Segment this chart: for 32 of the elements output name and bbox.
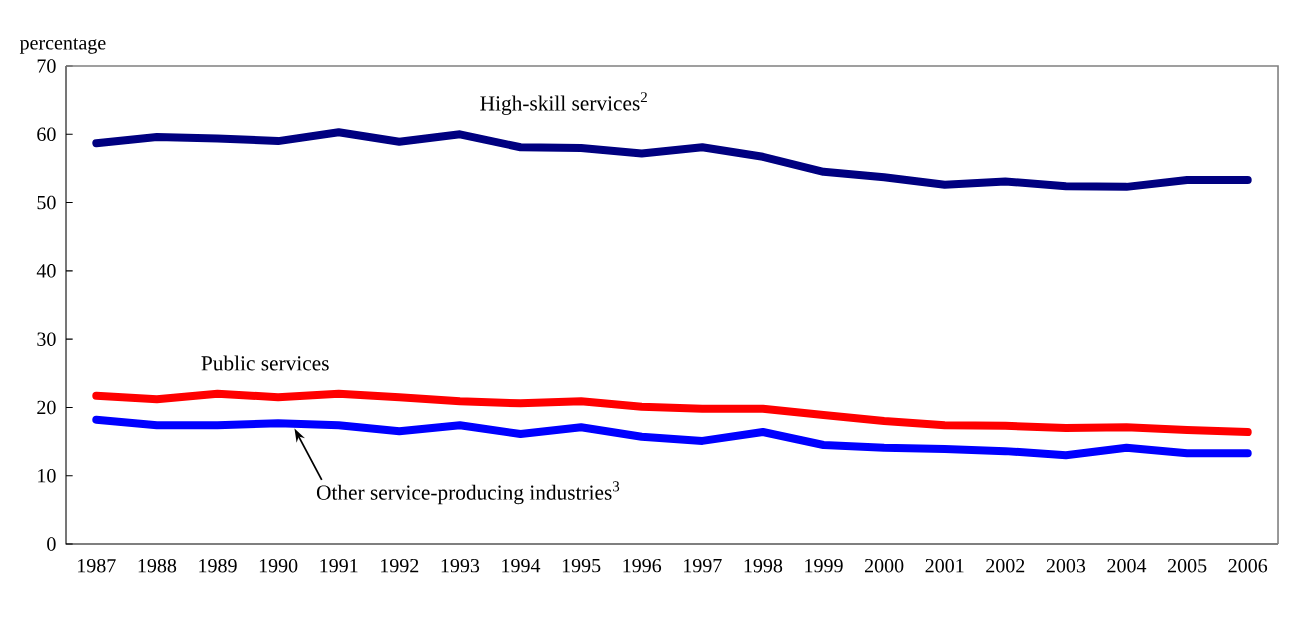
x-tick-label: 1995: [562, 558, 601, 573]
y-tick-label: 40: [36, 264, 56, 278]
text: Other service-producing industries$^{3}$: [316, 481, 620, 505]
y-tick-label: 20: [37, 400, 56, 415]
x-tick-label: 1997: [684, 558, 722, 573]
x-tick-label: 1990: [259, 558, 298, 573]
y-tick-label: 60: [37, 127, 56, 142]
x-tick-label: 1996: [623, 558, 662, 573]
x-tick-label: 2006: [1228, 558, 1268, 573]
x-tick-label: 2003: [1046, 558, 1086, 573]
x-tick-label: 1989: [199, 558, 237, 573]
series-label: High-skill services$^{2}$: [480, 92, 647, 115]
x-tick-label: 1987: [78, 558, 116, 573]
y-tick-label: 30: [37, 332, 56, 346]
x-tick-label: 1998: [744, 558, 783, 573]
x-tick-label: 2002: [986, 558, 1025, 573]
y-tick-label: 70: [37, 59, 56, 73]
x-tick-label: 1992: [381, 558, 419, 573]
y-tick-label: 10: [38, 468, 56, 483]
x-tick-label: 2005: [1167, 558, 1207, 573]
x-tick-label: 1994: [502, 558, 541, 573]
x-tick-label: 1991: [320, 558, 358, 573]
x-tick-label: 2001: [925, 558, 964, 573]
x-tick-label: 1988: [138, 558, 177, 573]
x-tick-label: 2004: [1107, 558, 1147, 573]
x-tick-label: 1993: [441, 558, 480, 573]
series-label: Public services: [201, 355, 329, 371]
y-tick-label: 50: [37, 195, 56, 210]
y-tick-label: 0: [47, 537, 56, 551]
y-axis-title: percentage: [19, 38, 106, 54]
x-tick-label: 2000: [864, 558, 904, 573]
x-tick-label: 1999: [805, 558, 843, 573]
